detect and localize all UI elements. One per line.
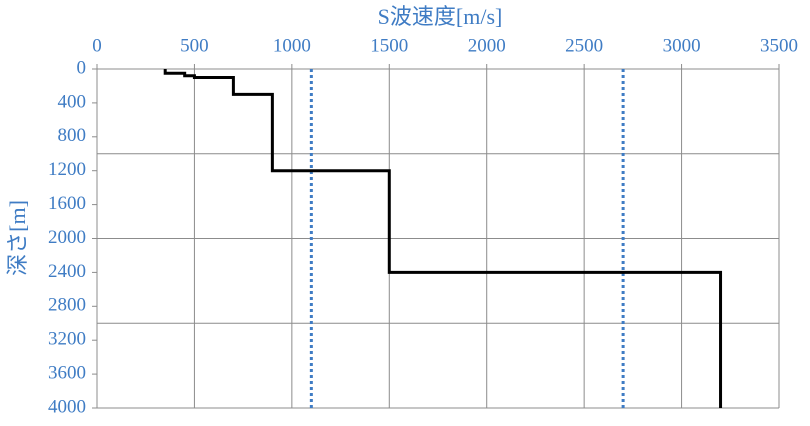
y-tick-label: 3600 [48, 362, 86, 383]
y-tick-label: 2800 [48, 295, 86, 316]
x-tick-label: 2000 [468, 35, 506, 56]
y-tick-label: 800 [58, 125, 87, 146]
y-tick-label: 2000 [48, 227, 86, 248]
x-tick-label: 3500 [760, 35, 798, 56]
x-tick-label: 3000 [663, 35, 701, 56]
x-tick-label: 1000 [273, 35, 311, 56]
y-tick-label: 1200 [48, 159, 86, 180]
y-tick-label: 2400 [48, 261, 86, 282]
y-axis-label: 深さ[m] [5, 200, 30, 276]
y-tick-label: 3200 [48, 329, 86, 350]
chart-title: S波速度[m/s] [378, 4, 503, 29]
y-tick-label: 0 [77, 57, 87, 78]
x-tick-label: 1500 [370, 35, 408, 56]
x-tick-label: 0 [92, 35, 102, 56]
data-line [163, 69, 723, 408]
y-tick-label: 400 [58, 91, 87, 112]
y-tick-label: 4000 [48, 396, 86, 417]
y-tick-label: 1600 [48, 193, 86, 214]
x-tick-label: 2500 [565, 35, 603, 56]
x-tick-label: 500 [180, 35, 209, 56]
